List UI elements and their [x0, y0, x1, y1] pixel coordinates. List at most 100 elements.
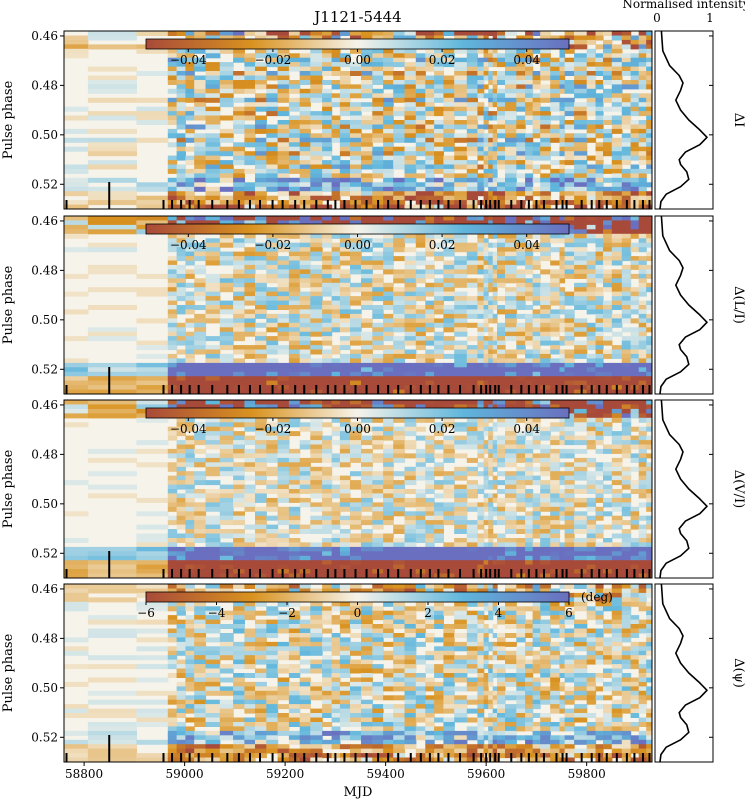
heatmap-cell — [505, 336, 517, 342]
heatmap-cell — [233, 251, 245, 257]
heatmap-cell — [244, 75, 256, 81]
heatmap-cell — [87, 404, 137, 410]
heatmap-cell — [505, 313, 517, 319]
heatmap-cell — [194, 80, 207, 85]
heatmap-cell — [466, 124, 478, 130]
heatmap-cell — [266, 75, 279, 81]
heatmap-cell — [638, 278, 647, 284]
heatmap-cell — [630, 137, 640, 143]
heatmap-cell — [331, 305, 341, 310]
heatmap-cell — [638, 48, 647, 54]
heatmap-cell — [288, 273, 301, 279]
heatmap-cell — [331, 137, 341, 143]
heatmap-cell — [532, 367, 541, 373]
heatmap-cell — [167, 353, 178, 359]
heatmap-cell — [559, 115, 566, 121]
heatmap-cell — [466, 471, 478, 477]
heatmap-cell — [87, 471, 137, 477]
heatmap-cell — [404, 155, 417, 161]
heatmap-cell — [331, 296, 341, 302]
heatmap-cell — [415, 475, 426, 481]
heatmap-cell — [339, 345, 351, 351]
heatmap-cell — [361, 305, 373, 310]
heatmap-cell — [434, 242, 444, 248]
heatmap-cell — [603, 367, 613, 373]
heatmap-cell — [339, 191, 351, 197]
heatmap-cell — [255, 278, 267, 284]
heatmap-cell — [64, 273, 89, 279]
heatmap-cell — [466, 367, 478, 373]
heatmap-cell — [415, 489, 426, 494]
heatmap-cell — [185, 340, 195, 346]
heatmap-cell — [477, 367, 485, 373]
heatmap-cell — [219, 435, 234, 441]
heatmap-cell — [621, 345, 632, 351]
heatmap-cell — [233, 448, 245, 454]
heatmap-cell — [483, 137, 489, 143]
heatmap-cell — [255, 497, 267, 503]
heatmap-cell — [516, 186, 526, 192]
heatmap-cell — [361, 155, 373, 161]
heatmap-cell — [646, 233, 652, 239]
heatmap-cell — [136, 186, 169, 192]
heatmap-cell — [630, 133, 640, 139]
heatmap-cell — [194, 457, 207, 463]
heatmap-cell — [603, 349, 613, 355]
heatmap-cell — [454, 124, 468, 130]
heatmap-cell — [483, 475, 489, 481]
heatmap-cell — [372, 546, 384, 552]
heatmap-cell — [443, 305, 455, 310]
heatmap-cell — [372, 102, 384, 108]
heatmap-cell — [167, 133, 178, 139]
heatmap-cell — [361, 520, 373, 526]
heatmap-cell — [372, 336, 384, 342]
heatmap-cell — [331, 84, 341, 90]
heatmap-cell — [525, 146, 534, 152]
heatmap-cell — [574, 224, 588, 230]
heatmap-cell — [350, 400, 362, 405]
heatmap-cell — [621, 182, 632, 188]
heatmap-cell — [611, 224, 623, 230]
heatmap-cell — [492, 287, 498, 293]
heatmap-cell — [167, 182, 178, 188]
heatmap-cell — [205, 31, 221, 36]
heatmap-cell — [331, 462, 341, 468]
heatmap-cell — [266, 160, 279, 166]
heatmap-cell — [443, 142, 455, 148]
heatmap-cell — [595, 358, 604, 364]
heatmap-cell — [505, 146, 517, 152]
heatmap-cell — [299, 440, 311, 446]
heatmap-cell — [136, 31, 169, 36]
heatmap-cell — [350, 362, 362, 368]
heatmap-cell — [477, 242, 485, 248]
heatmap-cell — [415, 345, 426, 351]
heatmap-cell — [167, 291, 178, 297]
heatmap-cell — [288, 260, 301, 266]
heatmap-cell — [372, 57, 384, 63]
heatmap-cell — [361, 435, 373, 441]
heatmap-cell — [219, 186, 234, 192]
heatmap-cell — [492, 48, 498, 54]
heatmap-cell — [64, 168, 89, 174]
heatmap-cell — [466, 106, 478, 112]
heatmap-cell — [244, 448, 256, 454]
heatmap-cell — [497, 88, 506, 94]
heatmap-cell — [288, 471, 301, 477]
heatmap-cell — [434, 88, 444, 94]
heatmap-cell — [233, 362, 245, 368]
heatmap-cell — [516, 242, 526, 248]
heatmap-cell — [277, 269, 290, 275]
heatmap-cell — [564, 251, 575, 257]
heatmap-cell — [244, 182, 256, 188]
heatmap-cell — [443, 484, 455, 490]
heatmap-cell — [540, 106, 551, 112]
heatmap-cell — [621, 362, 632, 368]
heatmap-cell — [415, 80, 426, 85]
heatmap-cell — [611, 260, 623, 266]
heatmap-cell — [505, 66, 517, 72]
heatmap-cell — [483, 296, 489, 302]
heatmap-cell — [244, 435, 256, 441]
heatmap-cell — [516, 71, 526, 76]
heatmap-cell — [550, 287, 561, 293]
heatmap-cell — [483, 191, 489, 197]
